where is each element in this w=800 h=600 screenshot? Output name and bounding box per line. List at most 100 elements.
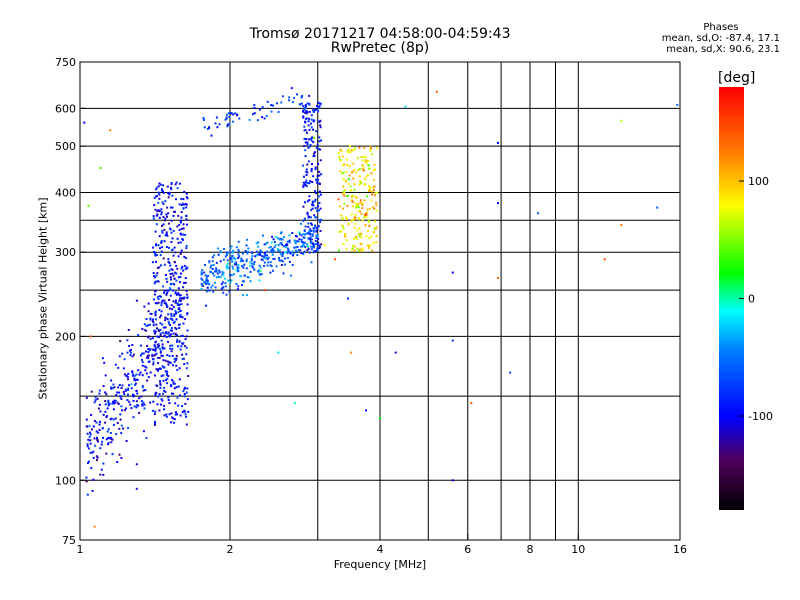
data-point: [374, 168, 377, 171]
data-point: [306, 141, 309, 144]
data-point: [370, 146, 372, 149]
data-point: [98, 423, 101, 426]
data-point: [316, 234, 319, 237]
data-point: [154, 341, 157, 344]
data-point: [359, 199, 362, 202]
data-point: [111, 453, 114, 456]
data-point: [147, 348, 150, 351]
data-point: [211, 284, 214, 287]
data-point: [186, 293, 189, 296]
data-point: [315, 179, 318, 182]
data-point: [313, 109, 316, 112]
data-point: [205, 277, 208, 280]
data-point: [339, 170, 342, 173]
data-point: [92, 478, 95, 481]
y-tick-label: 500: [55, 140, 76, 153]
data-point: [161, 323, 164, 326]
data-point: [311, 223, 313, 226]
data-point: [161, 300, 164, 302]
data-point: [360, 233, 363, 236]
data-point: [99, 473, 102, 476]
data-point: [303, 250, 306, 253]
data-point: [286, 244, 289, 247]
data-point: [155, 274, 158, 277]
data-point: [178, 294, 181, 297]
data-point: [185, 353, 188, 356]
data-point: [176, 396, 179, 399]
data-point: [86, 493, 89, 496]
data-point: [120, 387, 123, 389]
data-point: [170, 231, 173, 234]
data-point: [338, 155, 341, 158]
data-point: [311, 207, 314, 210]
data-point: [94, 444, 97, 447]
data-point: [167, 340, 169, 343]
data-point: [373, 169, 375, 172]
data-point: [284, 251, 287, 254]
data-point: [241, 252, 244, 255]
data-point: [184, 281, 187, 284]
data-point: [305, 109, 308, 112]
data-point: [208, 261, 211, 264]
data-point: [270, 241, 273, 244]
data-point: [218, 269, 221, 272]
data-point: [342, 225, 344, 228]
data-point: [139, 371, 142, 374]
data-point: [162, 223, 165, 226]
data-point: [261, 255, 264, 258]
data-point: [184, 402, 187, 405]
data-point: [185, 206, 188, 209]
data-point: [314, 216, 317, 219]
data-point: [159, 334, 162, 336]
data-point: [258, 279, 261, 282]
data-point: [298, 238, 301, 241]
data-point: [142, 352, 145, 355]
data-point: [178, 340, 181, 343]
data-point: [160, 241, 163, 244]
data-point: [145, 318, 148, 320]
data-point: [256, 119, 259, 122]
data-point: [104, 391, 107, 394]
data-point: [243, 263, 246, 266]
data-point: [230, 251, 233, 254]
data-point: [345, 216, 348, 219]
data-point: [120, 457, 123, 459]
isolated-point: [451, 479, 454, 482]
data-point: [177, 276, 180, 279]
data-point: [181, 316, 184, 319]
data-point: [157, 201, 160, 204]
data-point: [183, 387, 186, 390]
data-point: [317, 106, 320, 109]
data-point: [174, 332, 177, 335]
data-point: [184, 203, 187, 205]
data-point: [173, 360, 176, 363]
data-point: [310, 126, 313, 129]
phase-stats-x: mean, sd,X: 90.6, 23.1: [666, 44, 780, 55]
data-point: [158, 309, 161, 312]
data-point: [232, 120, 235, 123]
data-point: [302, 244, 305, 247]
data-point: [361, 168, 364, 171]
data-point: [352, 177, 355, 180]
isolated-point: [109, 129, 112, 132]
data-point: [302, 243, 305, 246]
data-point: [180, 272, 182, 275]
data-point: [318, 105, 321, 108]
data-point: [308, 230, 311, 233]
data-point: [182, 238, 184, 241]
isolated-point: [89, 335, 92, 338]
data-point: [185, 391, 188, 394]
data-point: [178, 327, 181, 329]
data-point: [162, 359, 165, 362]
data-point: [375, 204, 378, 207]
data-point: [339, 148, 342, 151]
data-point: [345, 248, 348, 251]
data-point: [341, 216, 344, 219]
data-point: [111, 438, 114, 441]
data-point: [160, 213, 163, 216]
data-point: [170, 392, 173, 395]
data-point: [205, 304, 208, 307]
data-point: [226, 264, 228, 267]
data-point: [206, 286, 209, 289]
data-point: [305, 174, 308, 176]
